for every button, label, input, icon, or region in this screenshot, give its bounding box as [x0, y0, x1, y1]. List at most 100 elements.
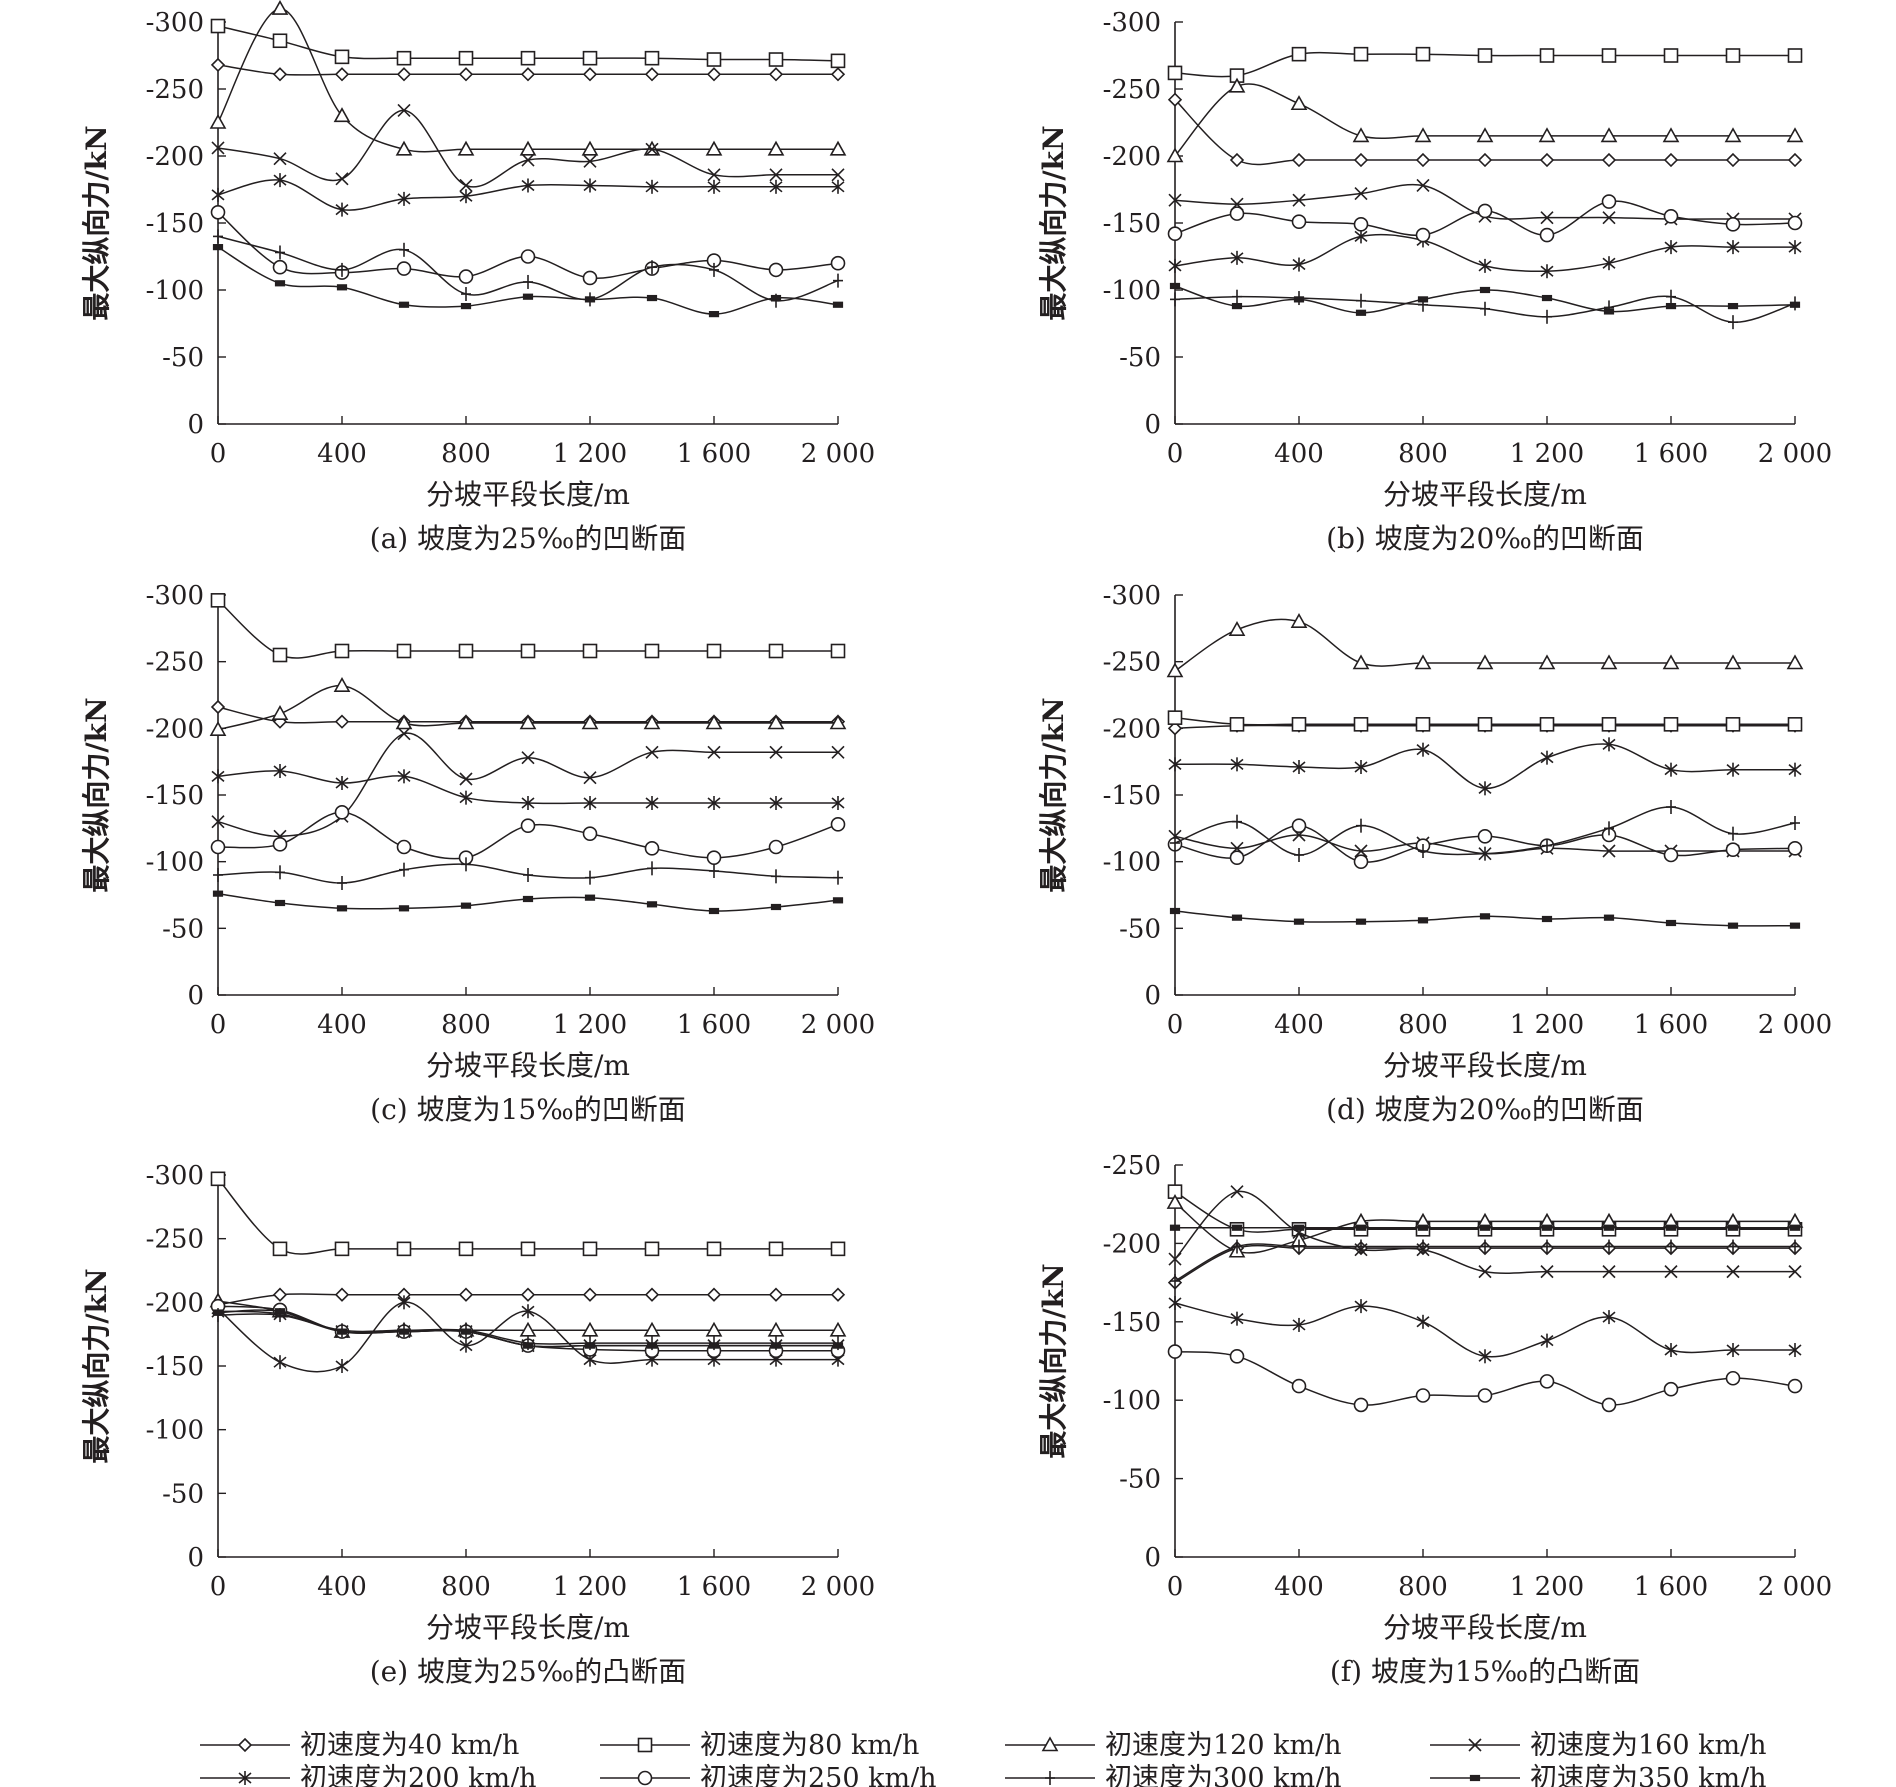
series-line	[1174, 834, 1796, 855]
data-point	[1540, 750, 1554, 765]
data-point	[1539, 152, 1555, 168]
data-point	[1354, 1299, 1368, 1314]
data-point	[461, 287, 471, 302]
data-point	[768, 52, 784, 67]
data-point	[397, 727, 411, 741]
y-tick-label: -50	[162, 1479, 204, 1509]
data-point	[707, 168, 721, 182]
data-point	[1789, 922, 1801, 929]
data-point	[1228, 77, 1246, 93]
x-tick-label: 1 200	[1510, 1010, 1584, 1040]
data-point	[1292, 1317, 1306, 1332]
data-point	[275, 865, 285, 880]
data-point	[1603, 914, 1615, 921]
data-point	[768, 839, 784, 855]
series-3	[1166, 77, 1804, 163]
data-point	[581, 140, 599, 156]
data-point	[1354, 844, 1368, 858]
data-point	[829, 714, 847, 730]
data-point	[1790, 816, 1800, 830]
data-point	[522, 895, 534, 903]
data-point	[1789, 301, 1801, 308]
y-tick-label: -300	[146, 8, 204, 38]
x-tick-label: 0	[1167, 439, 1184, 469]
data-point	[1786, 654, 1804, 670]
data-point	[1230, 1311, 1244, 1326]
y-tick-label: -100	[1103, 1386, 1161, 1416]
data-point	[768, 262, 784, 278]
data-point	[1416, 178, 1430, 193]
data-point	[1167, 710, 1183, 725]
data-point	[519, 714, 537, 730]
data-point	[647, 260, 657, 275]
data-point	[1169, 1224, 1181, 1231]
data-point	[1664, 240, 1678, 255]
data-point	[1291, 717, 1307, 732]
data-point	[1417, 1224, 1429, 1231]
data-point	[708, 1342, 720, 1349]
data-point	[831, 796, 845, 810]
data-point	[335, 1359, 349, 1373]
y-tick-label: 0	[1144, 981, 1161, 1011]
legend-marker	[1469, 1774, 1481, 1782]
y-axis-label: 最大纵向力/kN	[1037, 1263, 1070, 1458]
data-point	[1416, 1314, 1430, 1329]
panel-a: -300 -250 -200 -150 -100 -50 00 400 800 1 200 1 60…	[80, 0, 875, 555]
data-point	[1293, 1224, 1305, 1231]
legend-marker	[1468, 1738, 1482, 1752]
data-point	[336, 905, 348, 912]
data-point	[1604, 821, 1614, 836]
data-point	[1478, 1349, 1492, 1364]
data-point	[645, 179, 659, 194]
data-point	[1291, 1378, 1307, 1394]
data-point	[1664, 1343, 1678, 1358]
series-7	[213, 857, 843, 890]
data-point	[1168, 1252, 1182, 1266]
data-point	[520, 1287, 536, 1302]
x-tick-label: 1 200	[1510, 439, 1584, 469]
data-point	[1353, 717, 1369, 732]
series-6	[1167, 194, 1803, 243]
legend-label: 初速度为120 km/h	[1105, 1730, 1342, 1761]
data-point	[1416, 742, 1430, 757]
data-point	[1355, 1224, 1367, 1231]
data-point	[1664, 1265, 1678, 1279]
data-point	[1666, 800, 1676, 814]
data-point	[1539, 717, 1555, 732]
series-2	[210, 593, 846, 663]
data-point	[582, 67, 598, 82]
data-point	[1542, 309, 1552, 324]
series-8	[212, 244, 844, 318]
data-point	[459, 772, 473, 786]
data-point	[459, 189, 473, 204]
data-point	[458, 50, 474, 66]
data-point	[458, 643, 474, 659]
data-point	[1538, 127, 1556, 143]
data-point	[832, 301, 844, 308]
data-point	[1542, 838, 1552, 853]
data-point	[1480, 846, 1490, 861]
y-tick-label: -250	[1103, 1151, 1161, 1181]
legend-item-2: 初速度为80 km/h	[600, 1730, 919, 1761]
series-line	[1174, 1190, 1795, 1274]
data-point	[398, 301, 410, 308]
data-point	[1540, 264, 1554, 279]
data-point	[1602, 211, 1616, 225]
series-5	[1168, 737, 1802, 796]
data-point	[398, 905, 410, 912]
data-point	[1725, 217, 1741, 232]
x-tick-label: 1 200	[553, 1572, 627, 1602]
data-point	[769, 796, 783, 810]
data-point	[1476, 127, 1494, 143]
data-point	[459, 178, 473, 193]
data-point	[643, 1321, 661, 1337]
x-tick-label: 400	[317, 439, 367, 469]
data-point	[520, 67, 536, 82]
series-2	[1167, 46, 1803, 83]
y-tick-label: -250	[1103, 75, 1161, 105]
data-point	[458, 1241, 474, 1257]
legend-label: 初速度为200 km/h	[300, 1763, 537, 1787]
legend-label: 初速度为350 km/h	[1530, 1763, 1767, 1787]
data-point	[644, 841, 660, 856]
data-point	[582, 270, 598, 286]
